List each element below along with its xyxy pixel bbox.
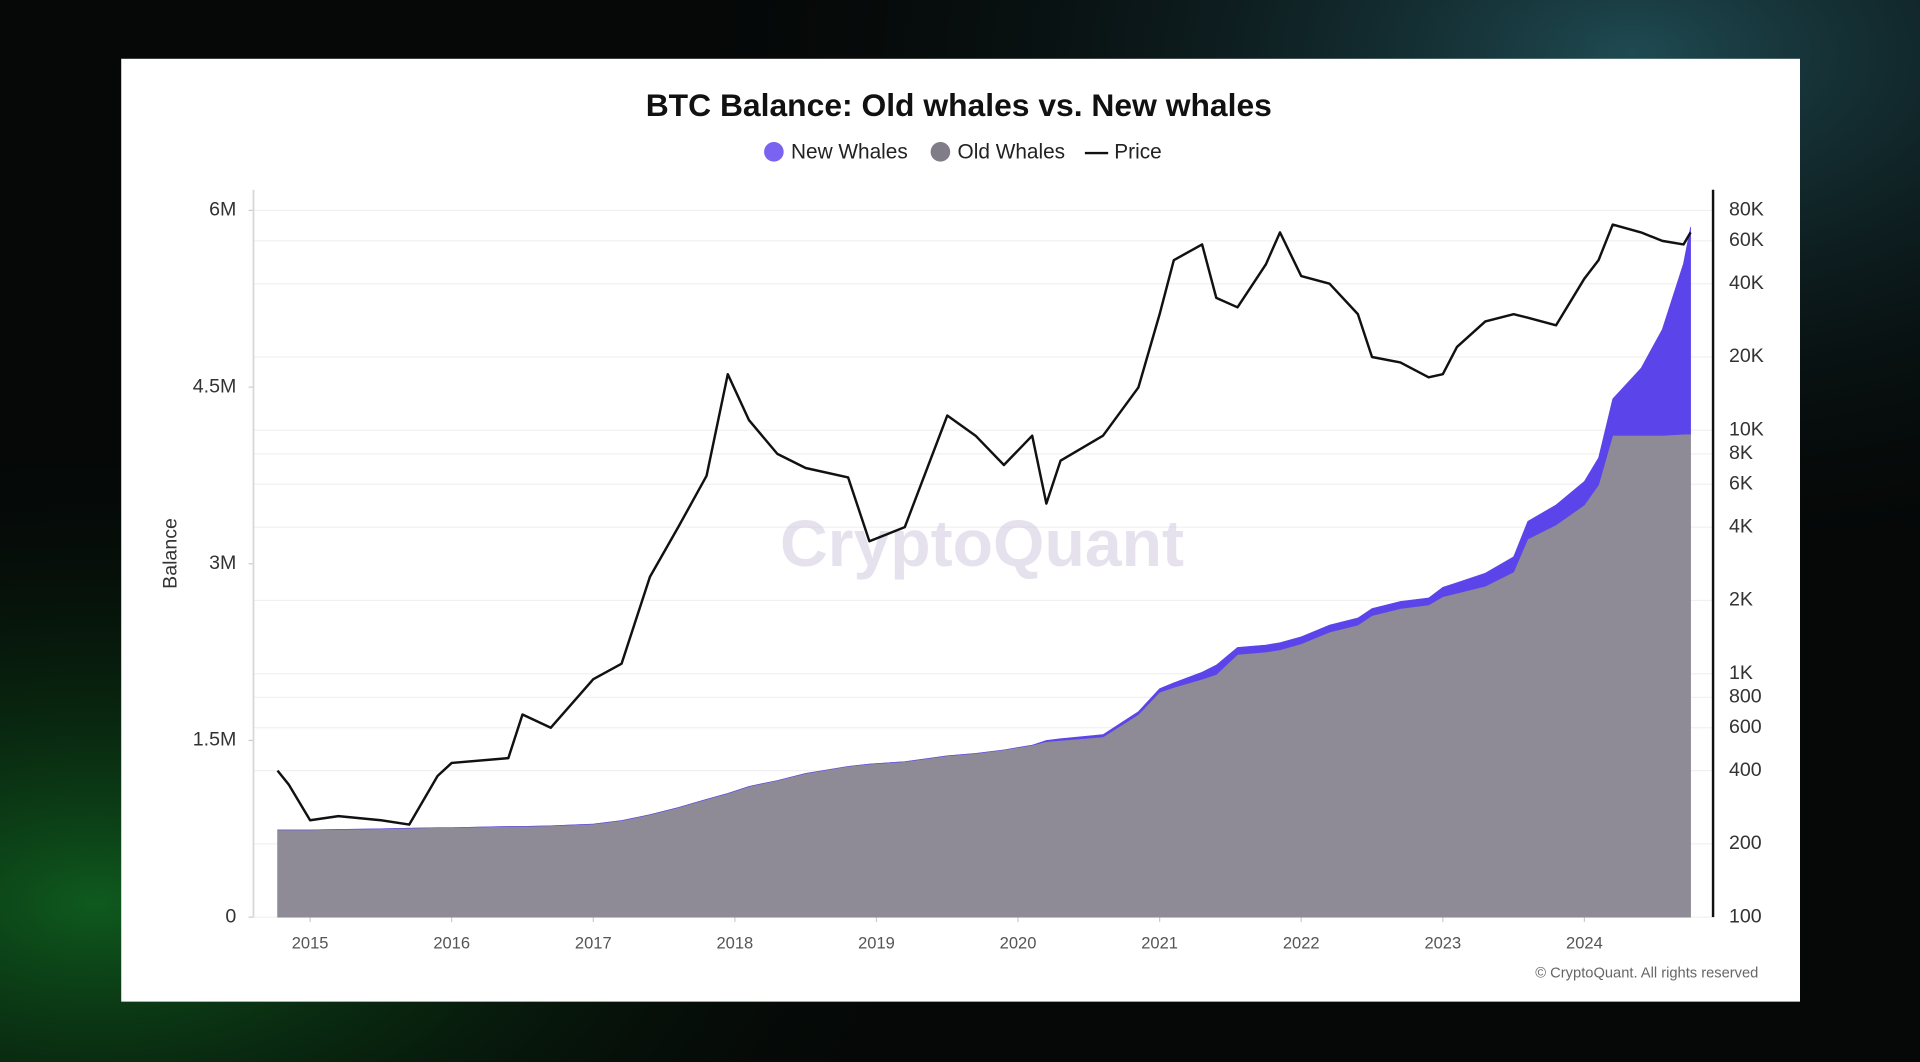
x-tick-label: 2018 xyxy=(716,933,753,952)
area xyxy=(277,226,1691,831)
y2-tick-label: 20K xyxy=(1729,345,1764,367)
y-tick-label: 1.5M xyxy=(193,729,237,751)
legend-marker xyxy=(764,142,784,162)
x-tick-label: 2015 xyxy=(292,933,329,952)
x-tick-label: 2022 xyxy=(1283,933,1320,952)
x-tick-label: 2023 xyxy=(1424,933,1461,952)
legend-label: New Whales xyxy=(791,141,908,164)
y-tick-label: 3M xyxy=(209,552,236,574)
y2-tick-label: 600 xyxy=(1729,716,1762,738)
y2-tick-label: 60K xyxy=(1729,229,1764,251)
legend-label: Old Whales xyxy=(958,141,1066,164)
x-tick-label: 2016 xyxy=(433,933,470,952)
y2-tick-label: 80K xyxy=(1729,199,1764,221)
chart-title: BTC Balance: Old whales vs. New whales xyxy=(646,87,1272,123)
legend-marker xyxy=(930,142,951,162)
x-tick-label: 2021 xyxy=(1141,933,1178,952)
x-tick-label: 2024 xyxy=(1566,933,1603,952)
y2-tick-label: 6K xyxy=(1729,472,1753,494)
x-tick-label: 2020 xyxy=(1000,933,1037,952)
y-tick-label: 4.5M xyxy=(193,375,237,397)
y2-tick-label: 800 xyxy=(1729,685,1762,707)
y2-tick-label: 4K xyxy=(1729,515,1753,537)
y2-tick-label: 8K xyxy=(1729,442,1753,464)
price-line xyxy=(276,223,1692,826)
y2-tick-label: 2K xyxy=(1729,589,1753,611)
y2-tick-label: 400 xyxy=(1729,759,1762,781)
x-tick-label: 2019 xyxy=(858,933,895,952)
x-tick-label: 2017 xyxy=(575,933,612,952)
y2-tick-label: 10K xyxy=(1729,418,1764,440)
y-tick-label: 6M xyxy=(209,199,236,221)
footer: © CryptoQuant. All rights reserved xyxy=(1535,965,1758,981)
y2-tick-label: 40K xyxy=(1729,272,1764,294)
legend-label: Price xyxy=(1114,141,1161,164)
y2-tick-label: 100 xyxy=(1729,905,1762,927)
y2-tick-label: 1K xyxy=(1729,662,1753,684)
y-axis-label: Balance xyxy=(160,518,182,589)
watermark: CryptoQuant xyxy=(780,507,1184,581)
y-tick-label: 0 xyxy=(225,905,236,927)
y2-tick-label: 200 xyxy=(1729,832,1762,854)
